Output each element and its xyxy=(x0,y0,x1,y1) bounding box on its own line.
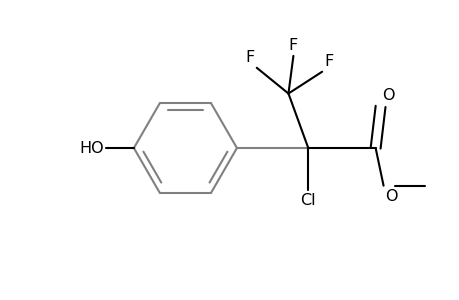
Text: F: F xyxy=(245,50,254,65)
Text: O: O xyxy=(385,189,397,204)
Text: O: O xyxy=(382,88,394,104)
Text: F: F xyxy=(288,38,297,53)
Text: HO: HO xyxy=(79,140,104,155)
Text: Cl: Cl xyxy=(300,193,315,208)
Text: F: F xyxy=(324,54,333,69)
